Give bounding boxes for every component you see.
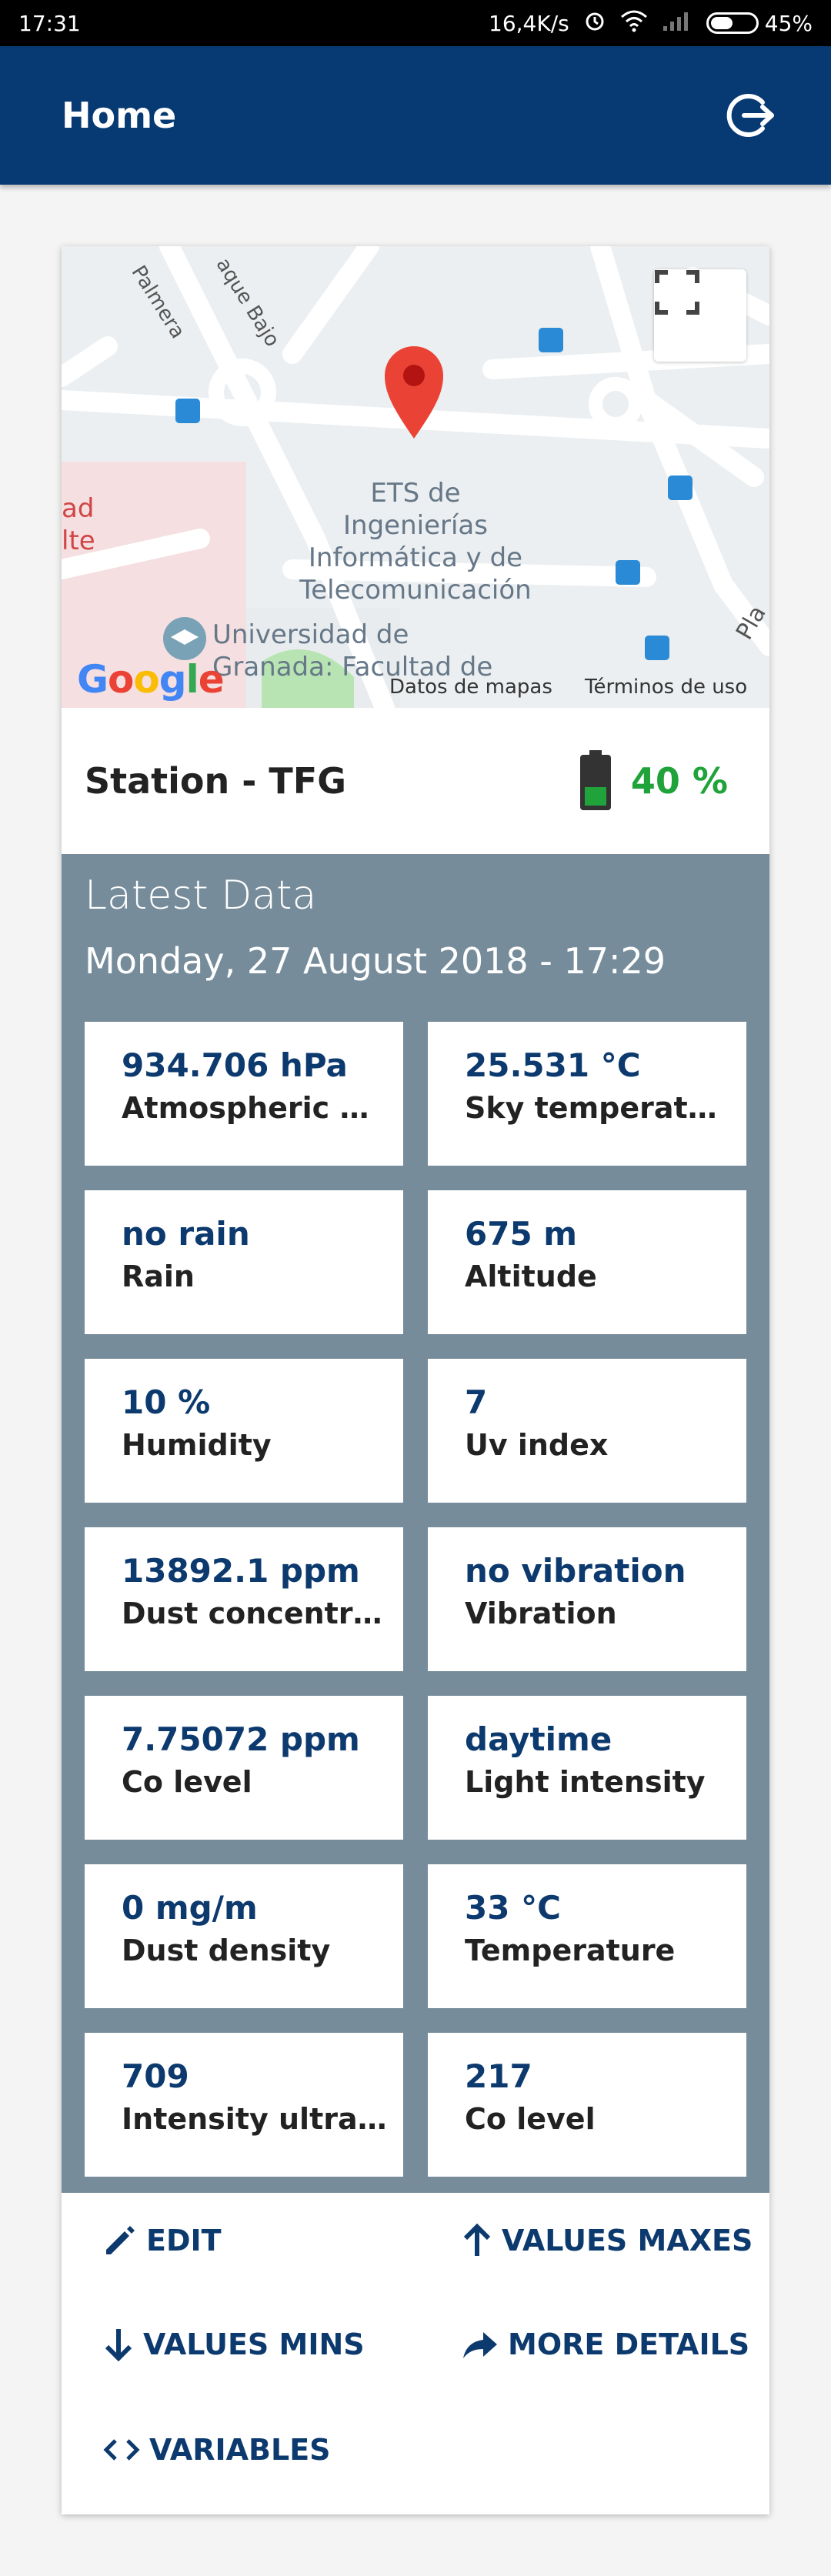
google-logo: Google [77, 657, 225, 702]
tile-label: Temperature [465, 1934, 676, 1967]
street-label: lte [62, 526, 95, 556]
tile-label: Dust concentrat... [122, 1597, 388, 1630]
more-details-button[interactable]: MORE DETAILS [462, 2327, 749, 2361]
tile-value: 25.531 °C [465, 1046, 641, 1084]
edit-label: EDIT [146, 2224, 222, 2257]
place-label: ETS de Ingenierías Informática y de Tele… [299, 478, 532, 606]
map-attribution[interactable]: Datos de mapas [389, 676, 552, 699]
logout-button[interactable] [720, 85, 782, 146]
more-details-label: MORE DETAILS [508, 2327, 750, 2361]
variables-button[interactable]: VARIABLES [103, 2433, 331, 2467]
share-arrow-icon [463, 2332, 497, 2358]
tile-value: no vibration [465, 1552, 686, 1590]
status-bar: 17:31 16,4K/s [0, 0, 831, 46]
values-mins-button[interactable]: VALUES MINS [103, 2327, 365, 2361]
arrow-down-icon [105, 2329, 132, 2361]
values-maxes-button[interactable]: VALUES MAXES [462, 2224, 753, 2257]
section-title: Latest Data [85, 873, 317, 919]
tile-value: 0 mg/m [122, 1889, 258, 1927]
battery-status: 45% [706, 11, 813, 36]
station-battery: 40 % [579, 750, 728, 812]
tile-value: no rain [122, 1215, 250, 1253]
battery-icon [706, 12, 759, 34]
tile-label: Co level [122, 1765, 252, 1799]
station-card: Palmera aque Bajo Pla ad lte ETS de Inge… [62, 246, 769, 2514]
tile-value: 934.706 hPa [122, 1046, 348, 1084]
signal-icon [662, 9, 692, 38]
data-tile-atmospheric-pressure[interactable]: 934.706 hPa Atmospheric pr... [85, 1022, 403, 1166]
tile-label: Dust density [122, 1934, 331, 1967]
station-name: Station - TFG [85, 760, 346, 802]
map-terms-link[interactable]: Términos de uso [585, 676, 748, 699]
tile-value: 10 % [122, 1383, 211, 1421]
values-maxes-label: VALUES MAXES [502, 2224, 753, 2257]
alarm-icon [583, 9, 606, 38]
app-bar: Home [0, 46, 831, 185]
tile-label: Rain [122, 1260, 195, 1293]
data-tile-light-intensity[interactable]: daytime Light intensity [428, 1696, 746, 1840]
tile-label: Intensity ultravi... [122, 2102, 388, 2136]
tile-value: 7.75072 ppm [122, 1720, 360, 1758]
data-grid: 934.706 hPa Atmospheric pr... 25.531 °C … [85, 1022, 746, 2177]
data-tile-rain[interactable]: no rain Rain [85, 1190, 403, 1334]
code-icon [103, 2439, 140, 2461]
tile-label: Vibration [465, 1597, 617, 1630]
data-tile-temperature[interactable]: 33 °C Temperature [428, 1864, 746, 2008]
tile-label: Sky temperature [465, 1091, 731, 1125]
status-time: 17:31 [18, 10, 81, 36]
tile-value: 7 [465, 1383, 488, 1421]
logout-icon [726, 94, 774, 137]
edit-button[interactable]: EDIT [103, 2224, 222, 2257]
fullscreen-icon [655, 270, 699, 315]
latest-data-panel: Latest Data Monday, 27 August 2018 - 17:… [62, 854, 769, 2193]
data-tile-co-level-2[interactable]: 217 Co level [428, 2033, 746, 2177]
battery-icon [579, 750, 611, 810]
data-tile-vibration[interactable]: no vibration Vibration [428, 1527, 746, 1671]
page-title: Home [62, 95, 177, 136]
tile-value: 13892.1 ppm [122, 1552, 360, 1590]
pencil-icon [106, 2226, 135, 2254]
battery-percent: 45% [764, 10, 813, 36]
values-mins-label: VALUES MINS [143, 2327, 365, 2361]
street-label: ad [62, 493, 95, 524]
tile-label: Co level [465, 2102, 596, 2136]
tile-value: 709 [122, 2057, 189, 2095]
data-tile-intensity-ultraviolet[interactable]: 709 Intensity ultravi... [85, 2033, 403, 2177]
map-view[interactable]: Palmera aque Bajo Pla ad lte ETS de Inge… [62, 246, 769, 708]
tile-value: 33 °C [465, 1889, 561, 1927]
tile-label: Atmospheric pr... [122, 1091, 388, 1125]
tile-label: Light intensity [465, 1765, 706, 1799]
data-tile-uv-index[interactable]: 7 Uv index [428, 1359, 746, 1503]
tile-value: 217 [465, 2057, 532, 2095]
data-tile-humidity[interactable]: 10 % Humidity [85, 1359, 403, 1503]
tile-value: 675 m [465, 1215, 578, 1253]
data-tile-sky-temperature[interactable]: 25.531 °C Sky temperature [428, 1022, 746, 1166]
fullscreen-button[interactable] [654, 269, 746, 362]
wifi-icon [620, 9, 648, 38]
variables-label: VARIABLES [149, 2433, 331, 2467]
data-tile-dust-density[interactable]: 0 mg/m Dust density [85, 1864, 403, 2008]
tile-label: Humidity [122, 1428, 272, 1462]
tile-label: Uv index [465, 1428, 609, 1462]
station-header: Station - TFG 40 % [62, 708, 769, 854]
map-roads [62, 246, 769, 708]
tile-label: Altitude [465, 1260, 597, 1293]
data-timestamp: Monday, 27 August 2018 - 17:29 [85, 940, 666, 982]
network-speed: 16,4K/s [489, 10, 569, 36]
data-tile-co-level[interactable]: 7.75072 ppm Co level [85, 1696, 403, 1840]
card-actions: EDIT VALUES MAXES VALUES MINS MORE DETAI… [62, 2193, 769, 2514]
nearby-place-label: Universidad de Granada: Facultad de [212, 619, 493, 682]
data-tile-altitude[interactable]: 675 m Altitude [428, 1190, 746, 1334]
data-tile-dust-concentration[interactable]: 13892.1 ppm Dust concentrat... [85, 1527, 403, 1671]
tile-value: daytime [465, 1720, 612, 1758]
battery-percent: 40 % [630, 760, 728, 802]
arrow-up-icon [463, 2224, 491, 2256]
status-icons: 16,4K/s 45% [489, 9, 813, 38]
